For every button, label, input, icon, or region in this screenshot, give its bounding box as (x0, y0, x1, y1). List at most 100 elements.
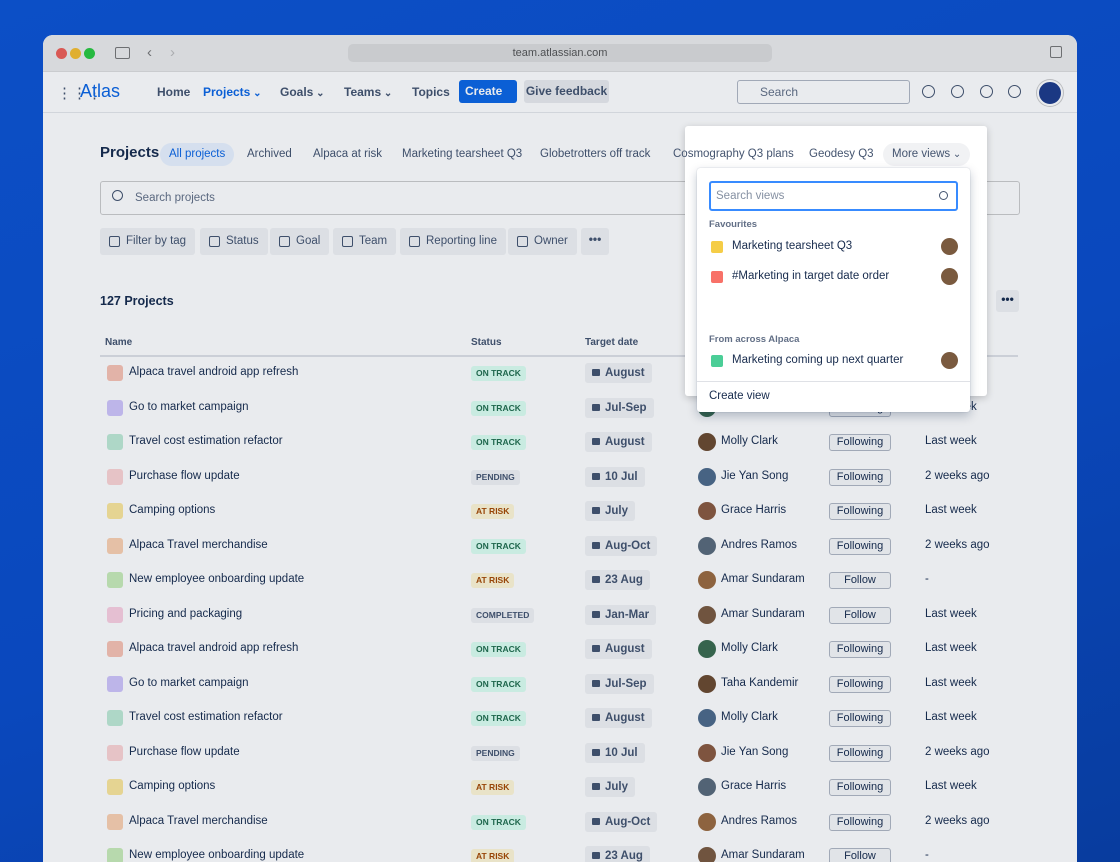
project-name[interactable]: Camping options (129, 504, 216, 516)
column-header[interactable]: Status (471, 337, 502, 348)
more-views-button[interactable]: More views ⌄ (883, 143, 971, 166)
view-item[interactable]: #Marketing in target date order (732, 270, 890, 282)
logo[interactable]: Atlas (80, 81, 121, 101)
follow-button[interactable]: Following (829, 710, 891, 727)
dropdown-divider (697, 381, 970, 382)
column-header[interactable]: Name (105, 337, 133, 348)
nav-icon[interactable] (951, 85, 964, 98)
table-more[interactable]: ••• (996, 290, 1019, 312)
view-tab[interactable]: All projects (160, 143, 235, 166)
calendar-icon (592, 438, 600, 445)
status-lozenge: ON TRACK (471, 400, 526, 416)
nav-icon[interactable] (922, 85, 935, 98)
project-name[interactable]: Purchase flow update (129, 469, 240, 482)
owner-name[interactable]: Amar Sundaram (721, 573, 805, 585)
view-item[interactable]: Marketing tearsheet Q3 (732, 240, 853, 252)
project-name[interactable]: Travel cost estimation refactor (129, 711, 283, 723)
project-name[interactable]: Alpaca Travel merchandise (129, 538, 268, 551)
follow-button[interactable]: Follow (829, 606, 891, 624)
view-tab[interactable]: Globetrotters off track (540, 148, 651, 160)
view-tab[interactable]: Geodesy Q3 (809, 148, 874, 160)
owner-name[interactable]: Amar Sundaram (721, 849, 805, 861)
nav-item[interactable]: Goals ⌄ (280, 85, 325, 99)
owner-name[interactable]: Andres Ramos (721, 814, 798, 827)
owner-name[interactable]: Jie Yan Song (721, 469, 789, 482)
feedback-button[interactable]: Give feedback (524, 80, 609, 103)
calendar-icon (592, 679, 600, 687)
nav-icon[interactable] (1008, 85, 1021, 98)
owner-name[interactable]: Molly Clark (721, 642, 778, 654)
filter-button[interactable]: Goal (270, 228, 330, 255)
filter-button[interactable]: Owner (508, 228, 577, 255)
filter-button[interactable]: Status (200, 228, 268, 255)
grid-icon[interactable]: ⋮⋮⋮ (57, 85, 102, 102)
owner-name[interactable]: Grace Harris (721, 504, 787, 516)
nav-item[interactable]: Teams ⌄ (344, 85, 393, 99)
follow-button[interactable]: Following (829, 641, 891, 658)
nav-icon[interactable] (980, 85, 993, 98)
last-updated: 2 weeks ago (925, 814, 990, 827)
follow-button[interactable]: Following (829, 468, 891, 486)
view-tab[interactable]: Marketing tearsheet Q3 (402, 148, 523, 160)
tabs-icon[interactable] (1050, 46, 1062, 58)
owner-name[interactable]: Molly Clark (721, 435, 778, 447)
follow-button[interactable]: Following (829, 434, 891, 451)
back-icon[interactable]: ‹ (147, 44, 152, 61)
project-name[interactable]: Travel cost estimation refactor (129, 435, 283, 447)
view-tab[interactable]: Archived (247, 148, 292, 160)
nav-search[interactable]: Search (737, 80, 910, 104)
owner-name[interactable]: Amar Sundaram (721, 607, 805, 620)
project-name[interactable]: Pricing and packaging (129, 607, 243, 620)
sidebar-icon[interactable] (115, 47, 130, 59)
project-name[interactable]: New employee onboarding update (129, 849, 305, 861)
project-name[interactable]: Go to market campaign (129, 676, 249, 689)
view-tab[interactable]: Alpaca at risk (313, 148, 383, 160)
owner-name[interactable]: Andres Ramos (721, 538, 798, 551)
filter-button[interactable]: Team (333, 228, 397, 255)
view-item[interactable]: Marketing coming up next quarter (732, 354, 904, 366)
window-dot[interactable] (84, 48, 95, 59)
project-name[interactable]: Alpaca travel android app refresh (129, 366, 299, 378)
follow-button[interactable]: Following (829, 503, 891, 520)
follow-button[interactable]: Following (829, 813, 891, 831)
filter-button[interactable]: Reporting line (400, 228, 506, 255)
column-header[interactable]: Target date (585, 337, 639, 348)
nav-item[interactable]: Home (157, 85, 191, 99)
target-date: Aug-Oct (585, 535, 658, 556)
forward-icon[interactable]: › (170, 44, 175, 61)
view-tab[interactable]: Cosmography Q3 plans (673, 148, 794, 160)
project-name[interactable]: Alpaca travel android app refresh (129, 642, 299, 654)
owner-name[interactable]: Molly Clark (721, 711, 778, 723)
create-view[interactable]: Create view (709, 390, 770, 402)
follow-button[interactable]: Following (829, 675, 891, 693)
owner-avatar (698, 812, 716, 831)
profile-avatar[interactable] (1037, 80, 1063, 106)
project-name[interactable]: Alpaca Travel merchandise (129, 814, 268, 827)
project-search[interactable]: Search projects (100, 181, 1020, 215)
create-button[interactable]: Create (459, 80, 517, 103)
project-name[interactable]: Purchase flow update (129, 745, 240, 758)
follow-button[interactable]: Follow (829, 848, 891, 862)
window-dot[interactable] (56, 48, 67, 59)
owner-name[interactable]: Taha Kandemir (721, 676, 799, 689)
owner-name[interactable]: Grace Harris (721, 780, 787, 792)
window-dot[interactable] (70, 48, 81, 59)
more-filters[interactable]: ••• (581, 228, 609, 255)
project-name[interactable]: Camping options (129, 780, 216, 792)
last-updated: Last week (925, 711, 977, 723)
project-name[interactable]: New employee onboarding update (129, 573, 305, 585)
follow-button[interactable]: Following (829, 779, 891, 796)
filter-button[interactable]: Filter by tag (100, 228, 196, 255)
views-search-input[interactable]: Search views (709, 181, 958, 211)
nav-item[interactable]: Topics (412, 85, 450, 99)
date-text: Jul-Sep (605, 677, 647, 690)
project-icon (107, 813, 123, 830)
owner-name[interactable]: Jie Yan Song (721, 745, 789, 758)
project-name[interactable]: Go to market campaign (129, 400, 249, 413)
follow-button[interactable]: Following (829, 537, 891, 555)
follow-button[interactable]: Follow (829, 572, 891, 589)
target-date: 23 Aug (585, 570, 650, 590)
follow-button[interactable]: Following (829, 744, 891, 762)
date-text: July (605, 505, 629, 517)
nav-item[interactable]: Projects ⌄ (203, 85, 262, 99)
